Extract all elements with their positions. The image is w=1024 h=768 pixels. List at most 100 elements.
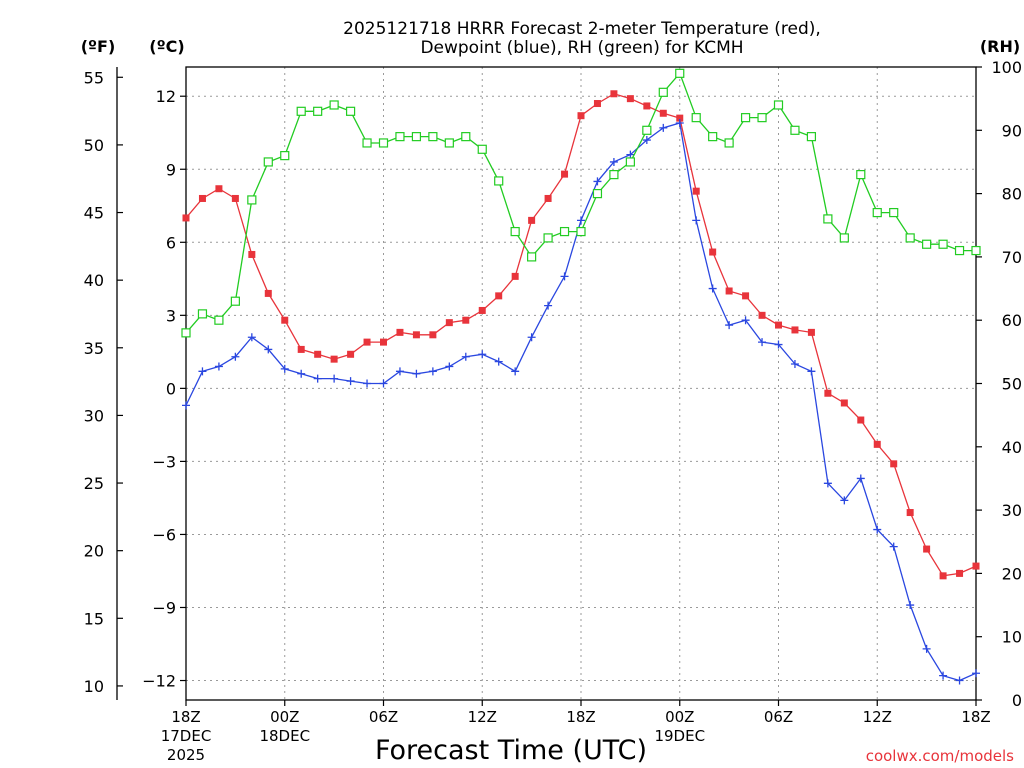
rh-point — [905, 233, 915, 243]
x-tick-label: 00Z — [270, 708, 299, 726]
temperature-point — [791, 326, 799, 334]
celsius-tick-label: −6 — [152, 525, 176, 544]
celsius-tick-label: 9 — [166, 160, 176, 179]
dewpoint-point — [939, 671, 948, 680]
celsius-tick-label: −3 — [152, 452, 176, 471]
celsius-tick-label: 3 — [166, 306, 176, 325]
dewpoint-point — [725, 321, 734, 330]
temperature-point — [495, 292, 503, 300]
rh-point — [856, 170, 866, 180]
x-tick-label: 17DEC — [161, 727, 212, 745]
temperature-point — [939, 572, 947, 580]
temperature-point — [906, 509, 914, 517]
rh-tick-label: 80 — [1002, 185, 1022, 204]
dewpoint-point — [544, 301, 553, 310]
temperature-point — [380, 338, 387, 346]
dewpoint-point — [642, 136, 651, 145]
rh-point — [823, 214, 833, 224]
fahrenheit-tick-label: 25 — [84, 474, 104, 493]
plot-frame — [185, 66, 977, 701]
x-tick-label: 12Z — [863, 708, 892, 726]
dewpoint-point — [280, 364, 289, 373]
gridlines — [186, 67, 976, 700]
dewpoint-point — [231, 352, 240, 361]
fahrenheit-tick-label: 10 — [84, 677, 104, 696]
temperature-point — [429, 331, 437, 339]
temperature-point — [297, 345, 305, 353]
rh-tick-label: 100 — [991, 58, 1022, 77]
temperature-point — [807, 328, 815, 336]
x-tick-label: 18Z — [961, 708, 990, 726]
temperature-point — [561, 170, 569, 178]
fahrenheit-unit-label: (ºF) — [81, 37, 116, 56]
temperature-point — [659, 109, 667, 117]
dewpoint-point — [330, 374, 339, 383]
temperature-point — [314, 350, 322, 358]
temperature-point — [775, 321, 782, 329]
rh-point — [790, 125, 800, 135]
temperature-point — [873, 440, 881, 448]
rh-point — [313, 106, 323, 116]
rh-point — [576, 226, 586, 237]
temperature-point — [857, 416, 865, 424]
temperature-point — [923, 545, 931, 553]
rh-point — [642, 125, 652, 135]
dewpoint-point — [758, 338, 767, 347]
temperature-point — [528, 216, 536, 224]
dewpoint-point — [313, 374, 322, 383]
x-tick-label: 18DEC — [259, 727, 310, 745]
rh-tick-label: 40 — [1002, 438, 1022, 457]
rh-unit-label: (RH) — [980, 37, 1020, 56]
dewpoint-point — [363, 379, 372, 388]
chart-title-line-1: 2025121718 HRRR Forecast 2-meter Tempera… — [343, 19, 821, 39]
temperature-point — [972, 562, 980, 570]
temperature-point — [626, 95, 634, 103]
fahrenheit-tick-label: 35 — [84, 339, 104, 358]
x-tick-label: 00Z — [665, 708, 694, 726]
temperature-point — [643, 102, 651, 110]
rh-point — [411, 132, 422, 142]
rh-point — [922, 239, 932, 249]
fahrenheit-tick-label: 15 — [84, 609, 104, 628]
celsius-tick-label: 0 — [166, 379, 176, 398]
x-tick-label: 18Z — [566, 708, 595, 726]
rh-point — [214, 315, 224, 325]
temperature-point — [330, 355, 338, 363]
dewpoint-point — [346, 377, 355, 386]
rh-tick-label: 30 — [1002, 501, 1022, 520]
x-tick-label: 19DEC — [654, 727, 705, 745]
rh-point — [740, 113, 751, 123]
temperature-point — [231, 194, 239, 202]
rh-point — [230, 296, 240, 306]
temperature-point — [215, 185, 223, 193]
rh-point — [889, 207, 899, 218]
dewpoint-point — [461, 352, 470, 361]
fahrenheit-tick-label: 20 — [84, 542, 104, 561]
dewpoint-point — [774, 340, 783, 349]
rh-point — [296, 106, 306, 116]
rh-point — [247, 195, 257, 205]
dewpoint-point — [527, 333, 536, 342]
temperature-line — [185, 93, 977, 577]
rh-point — [675, 68, 685, 78]
temperature-point — [347, 350, 355, 358]
dewpoint-point — [741, 316, 750, 325]
rh-point — [872, 207, 882, 218]
rh-tick-label: 90 — [1002, 121, 1022, 140]
temperature-point — [577, 112, 585, 120]
rh-point — [477, 144, 487, 154]
dewpoint-point — [790, 360, 799, 369]
rh-point — [773, 100, 784, 110]
fahrenheit-tick-label: 30 — [84, 406, 104, 425]
temperature-point — [198, 194, 206, 202]
dewpoint-point — [593, 177, 602, 186]
temperature-point — [412, 331, 420, 339]
temperature-point — [610, 90, 618, 98]
celsius-unit-label: (ºC) — [149, 37, 184, 56]
temperature-point — [593, 100, 601, 108]
rh-point — [658, 87, 668, 97]
dewpoint-point — [922, 644, 931, 653]
rh-point — [461, 132, 471, 142]
